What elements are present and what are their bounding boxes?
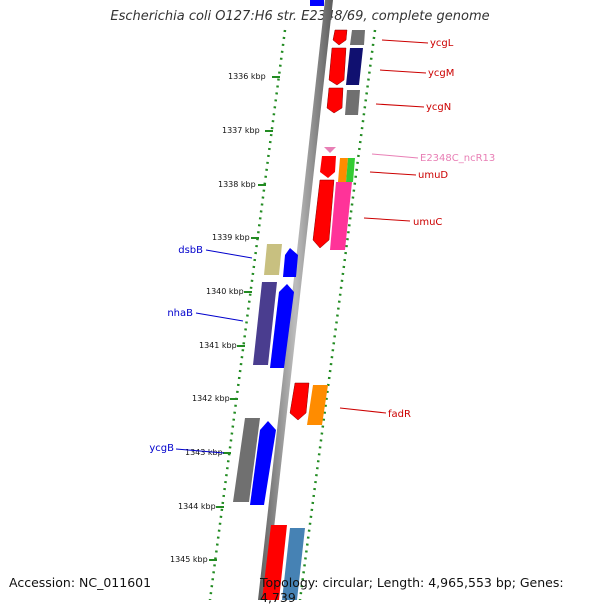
gene-E2348C-ncR13[interactable]	[324, 147, 336, 153]
connector-ycgN	[375, 103, 425, 108]
right-scale-line	[298, 29, 377, 600]
tick-label: 1337 kbp	[222, 126, 260, 135]
right-label-connectors	[339, 39, 429, 414]
gene-fadR-a[interactable]	[289, 382, 310, 421]
gene-umuD-b[interactable]	[338, 158, 348, 182]
connector-umuD	[369, 171, 417, 176]
connector-fadR	[339, 407, 387, 414]
gene-umuC[interactable]	[312, 179, 335, 249]
label-E2348C_ncR13[interactable]: E2348C_ncR13	[420, 153, 495, 164]
tick-label: 1340 kbp	[206, 287, 244, 296]
label-ycgN[interactable]: ycgN	[426, 102, 451, 113]
label-nhaB[interactable]: nhaB	[167, 308, 193, 319]
label-umuC[interactable]: umuC	[413, 217, 442, 228]
gene-fadR[interactable]	[307, 385, 328, 425]
gene-ycgN-partner[interactable]	[345, 90, 360, 115]
label-ycgM[interactable]: ycgM	[428, 68, 454, 79]
connector-ycgL	[381, 39, 429, 44]
gene-umuD-c[interactable]	[346, 158, 355, 182]
label-ycgB[interactable]: ycgB	[149, 443, 174, 454]
connector-dsbB	[205, 249, 253, 259]
gene-bottom-steelblue[interactable]	[282, 528, 305, 600]
left-label-connectors	[175, 249, 253, 454]
left-strand-genes	[233, 244, 298, 505]
gene-umuD-a[interactable]	[320, 156, 336, 178]
gene-umuC-partner[interactable]	[330, 182, 352, 250]
connector-umuC	[363, 217, 411, 222]
right-gene-labels: ycgL ycgM ycgN E2348C_ncR13 umuD umuC fa…	[388, 38, 495, 420]
gene-bottom-red[interactable]	[262, 525, 287, 600]
tick-label: 1343 kbp	[185, 448, 223, 457]
gene-ycgM[interactable]	[328, 47, 347, 86]
gene-dsbB[interactable]	[283, 248, 298, 277]
left-scale-line	[208, 29, 287, 600]
tick-label: 1336 kbp	[228, 72, 266, 81]
accession-info: Accession: NC_011601	[9, 575, 152, 590]
label-dsbB[interactable]: dsbB	[178, 245, 203, 256]
connector-ycgB	[175, 448, 225, 454]
tick-label: 1341 kbp	[199, 341, 237, 350]
gene-ycgM-partner[interactable]	[346, 48, 363, 85]
topology-info: Topology: circular; Length: 4,965,553 bp…	[260, 575, 564, 605]
right-strand-genes	[262, 29, 365, 600]
gene-ycgB-partner[interactable]	[233, 418, 260, 502]
connector-ncR13	[371, 153, 419, 159]
gene-ycgB[interactable]	[250, 421, 276, 505]
gene-ycgL[interactable]	[332, 29, 348, 46]
genome-title: Escherichia coli O127:H6 str. E2348/69, …	[110, 9, 490, 24]
label-fadR[interactable]: fadR	[388, 409, 411, 420]
tick-label: 1344 kbp	[178, 502, 216, 511]
scale-ticks: 1336 kbp 1337 kbp 1338 kbp 1339 kbp 1340…	[170, 72, 280, 564]
label-umuD[interactable]: umuD	[418, 170, 448, 181]
connector-ycgM	[379, 69, 427, 74]
tick-label: 1345 kbp	[170, 555, 208, 564]
connector-nhaB	[195, 312, 244, 322]
gene-dsbB-partner[interactable]	[264, 244, 282, 275]
gene-nhaB-partner[interactable]	[253, 282, 277, 365]
gene-ycgN[interactable]	[326, 87, 344, 114]
genome-backbone	[258, 0, 333, 600]
tick-label: 1338 kbp	[218, 180, 256, 189]
gene-top-clipped	[310, 0, 324, 6]
gene-nhaB[interactable]	[270, 284, 294, 368]
left-gene-labels: dsbB nhaB ycgB	[149, 245, 203, 454]
label-ycgL[interactable]: ycgL	[430, 38, 454, 49]
gene-ycgL-partner[interactable]	[350, 30, 365, 45]
tick-label: 1342 kbp	[192, 394, 230, 403]
tick-label: 1339 kbp	[212, 233, 250, 242]
